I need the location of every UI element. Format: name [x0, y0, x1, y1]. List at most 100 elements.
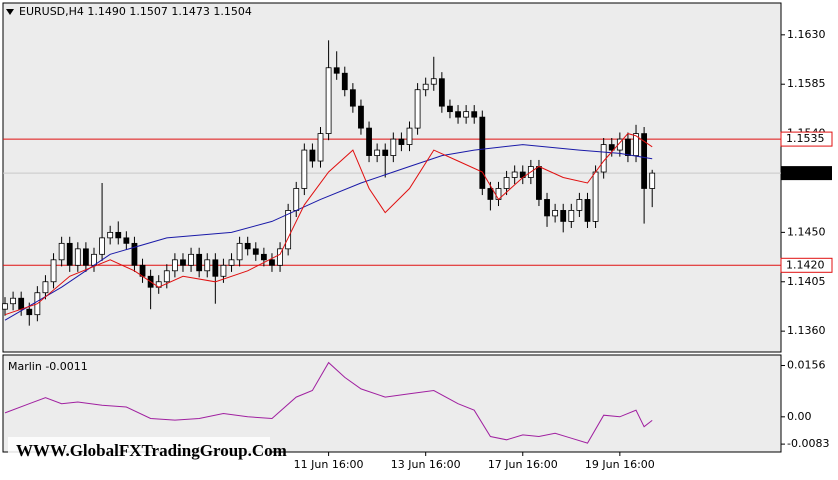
candle-body — [228, 259, 235, 266]
candle-body — [269, 259, 275, 266]
x-tick-label: 17 Jun 16:00 — [488, 458, 558, 471]
candle-body — [285, 210, 292, 250]
candle-body — [511, 171, 518, 178]
candle-body — [74, 248, 81, 266]
candle-body — [398, 138, 405, 145]
menu-arrow — [6, 9, 14, 15]
candle-body — [349, 89, 356, 107]
candle-body — [325, 67, 332, 135]
candle-body — [2, 303, 8, 310]
candle-body — [503, 177, 510, 189]
candle-body — [42, 281, 49, 294]
indicator-label: Marlin -0.0011 — [8, 360, 88, 373]
candle-body — [212, 259, 219, 277]
candle-body — [568, 210, 575, 222]
candle-body — [625, 138, 631, 156]
candle-body — [66, 242, 73, 266]
candle-body — [171, 259, 178, 272]
candle-body — [414, 89, 421, 129]
candle-body — [560, 210, 567, 222]
candle-body — [26, 308, 33, 316]
candle-body — [83, 248, 89, 266]
x-tick-label: 13 Jun 16:00 — [391, 458, 461, 471]
candle-body — [252, 248, 259, 255]
candle-body — [123, 237, 130, 244]
candle-body — [406, 127, 413, 145]
candle-body — [131, 242, 138, 266]
chart-title: EURUSD,H4 1.1490 1.1507 1.1473 1.1504 — [19, 5, 252, 18]
candle-body — [180, 259, 186, 266]
last-price-box — [781, 166, 832, 181]
level-label: 1.1535 — [786, 132, 825, 145]
candle-body — [608, 144, 615, 151]
candle-body — [584, 199, 591, 222]
candle-body — [544, 199, 550, 217]
level-label-box — [780, 131, 833, 147]
candle-body — [220, 264, 227, 277]
candle-body — [244, 242, 251, 250]
candle-body — [204, 259, 211, 272]
moving-average — [4, 144, 653, 321]
main-panel — [2, 2, 782, 353]
candle-body — [592, 171, 599, 222]
x-tick-label: 19 Jun 16:00 — [585, 458, 655, 471]
candle-body — [576, 199, 583, 211]
candle-body — [309, 149, 316, 162]
candle-body — [277, 248, 283, 266]
candle-body — [552, 210, 559, 217]
level-label: 1.1420 — [786, 258, 825, 271]
candle-body — [479, 116, 486, 189]
y-tick-label: 1.1585 — [787, 77, 826, 90]
y-tick-label: 1.1630 — [787, 28, 826, 41]
candle-body — [649, 172, 656, 189]
candle-body — [641, 133, 648, 189]
y-tick-label: -0.0083 — [787, 437, 829, 450]
candle-body — [447, 105, 453, 113]
y-tick-label: 0.00 — [787, 410, 812, 423]
candle-body — [536, 166, 542, 200]
candle-body — [430, 78, 437, 85]
candle-body — [341, 72, 348, 91]
indicator-line — [4, 361, 653, 444]
level-label-box — [780, 257, 833, 273]
watermark-box — [8, 437, 270, 469]
candle-body — [107, 231, 114, 239]
candle-body — [463, 111, 470, 118]
candle-body — [10, 297, 16, 305]
candle-body — [317, 133, 324, 162]
candle-body — [301, 149, 308, 189]
indicator-panel — [2, 354, 782, 453]
candle-body — [163, 270, 170, 283]
candle-body — [471, 111, 478, 118]
candle-body — [260, 253, 267, 261]
candle-body — [600, 144, 607, 173]
candle-body — [455, 111, 461, 118]
candle-body — [382, 149, 389, 156]
candle-body — [196, 253, 203, 272]
candle-body — [293, 188, 300, 211]
candle-body — [188, 253, 194, 266]
candle-body — [99, 237, 105, 255]
y-tick-label: 0.0156 — [787, 359, 826, 372]
candle-body — [58, 242, 65, 261]
moving-average — [4, 133, 653, 316]
candle-body — [115, 231, 122, 239]
candle-body — [422, 83, 429, 91]
candle-body — [487, 188, 494, 200]
candle-body — [390, 138, 397, 156]
candle-body — [616, 138, 623, 151]
last-price-label: 1.1504 — [786, 166, 825, 179]
x-tick-label: 11 Jun 16:00 — [294, 458, 364, 471]
candle-body — [18, 297, 25, 310]
candle-body — [236, 242, 243, 261]
watermark: WWW.GlobalFXTradingGroup.Com — [16, 441, 287, 460]
candle-body — [333, 67, 340, 74]
y-tick-label: 1.1405 — [787, 275, 826, 288]
candle-body — [50, 259, 57, 283]
y-tick-label: 1.1360 — [787, 324, 826, 337]
candle-body — [366, 127, 372, 156]
candle-body — [438, 78, 445, 107]
y-tick-label: 1.1450 — [787, 225, 826, 238]
candle-body — [633, 133, 639, 156]
